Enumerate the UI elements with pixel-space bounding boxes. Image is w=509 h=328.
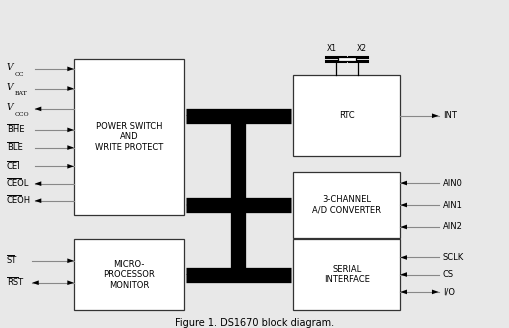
Text: INT: INT (442, 111, 456, 120)
Text: I/O: I/O (442, 287, 454, 297)
Polygon shape (32, 280, 39, 285)
Polygon shape (400, 290, 406, 294)
Polygon shape (431, 290, 438, 294)
Text: RST: RST (7, 278, 23, 287)
Polygon shape (431, 113, 438, 118)
Polygon shape (186, 112, 197, 120)
Text: SCLK: SCLK (442, 253, 463, 262)
Text: SERIAL
INTERFACE: SERIAL INTERFACE (323, 265, 369, 284)
Text: X1: X1 (326, 45, 336, 53)
Polygon shape (35, 181, 41, 186)
Polygon shape (400, 181, 406, 185)
Text: CS: CS (442, 270, 453, 279)
Polygon shape (279, 112, 290, 120)
Text: V: V (7, 83, 13, 92)
Bar (74, 59, 183, 215)
Bar (293, 75, 400, 156)
Text: AIN2: AIN2 (442, 222, 462, 232)
Text: V: V (7, 103, 13, 113)
Text: CC: CC (15, 72, 24, 77)
Text: CEOL: CEOL (7, 179, 29, 188)
Polygon shape (67, 67, 74, 71)
Text: BAT: BAT (15, 91, 27, 96)
Polygon shape (400, 225, 406, 229)
Polygon shape (67, 145, 74, 150)
Text: AIN0: AIN0 (442, 178, 462, 188)
Polygon shape (35, 198, 41, 203)
Polygon shape (186, 201, 197, 209)
Polygon shape (67, 164, 74, 169)
Polygon shape (400, 255, 406, 260)
Polygon shape (67, 86, 74, 91)
Text: ST: ST (7, 256, 17, 265)
Text: RTC: RTC (338, 111, 354, 120)
Bar (74, 239, 183, 310)
Bar (293, 172, 400, 238)
Text: POWER SWITCH
AND
WRITE PROTECT: POWER SWITCH AND WRITE PROTECT (95, 122, 162, 152)
Text: BLE: BLE (7, 143, 22, 152)
Text: BHE: BHE (7, 125, 24, 134)
Bar (293, 239, 400, 310)
Text: CEI: CEI (7, 162, 20, 171)
Polygon shape (67, 280, 74, 285)
Polygon shape (279, 271, 290, 279)
Text: CEOH: CEOH (7, 196, 31, 205)
Polygon shape (400, 272, 406, 277)
Polygon shape (67, 258, 74, 263)
Polygon shape (279, 201, 290, 209)
Polygon shape (67, 128, 74, 132)
Text: X2: X2 (356, 45, 366, 53)
Text: 3-CHANNEL
A/D CONVERTER: 3-CHANNEL A/D CONVERTER (312, 195, 381, 215)
Text: CCO: CCO (15, 112, 30, 117)
Polygon shape (35, 107, 41, 111)
Bar (337, 57, 355, 61)
Text: AIN1: AIN1 (442, 200, 462, 210)
Text: MICRO-
PROCESSOR
MONITOR: MICRO- PROCESSOR MONITOR (103, 260, 154, 290)
Polygon shape (400, 203, 406, 207)
Text: Figure 1. DS1670 block diagram.: Figure 1. DS1670 block diagram. (175, 318, 334, 328)
Polygon shape (186, 271, 197, 279)
Text: V: V (7, 63, 13, 72)
